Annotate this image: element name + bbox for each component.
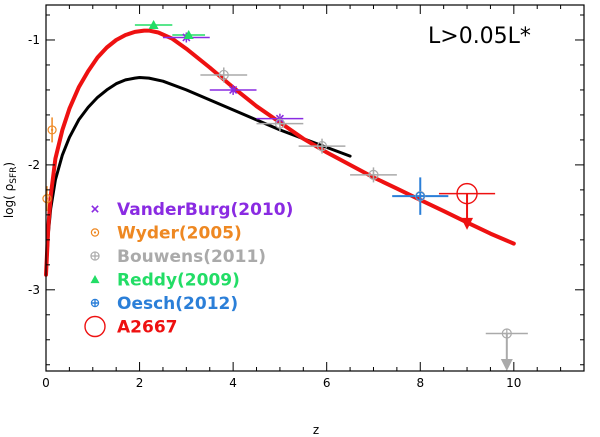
y-tick-label: -2: [28, 158, 40, 172]
legend-oesch-2012-marker-plus: [91, 299, 99, 307]
reddy-2009-marker: [183, 29, 194, 39]
x-tick-label: 2: [136, 376, 144, 390]
y-axis-label-main: log( ρ: [2, 184, 16, 218]
legend-a2667-marker: [84, 315, 106, 338]
legend-reddy-2009-marker: [90, 275, 100, 284]
legend-oesch-2012-label: Oesch(2012): [117, 294, 238, 314]
bouwens-2011-marker: [274, 118, 286, 129]
bouwens-2011-marker: [368, 169, 379, 180]
axis-ticks: [45, 5, 584, 371]
bouwens-2011-marker-plus: [275, 119, 285, 129]
bouwens-2011-marker: [316, 141, 328, 152]
y-tick-label: -1: [28, 33, 40, 47]
tick-labels: 0 2 4 6 8 10 -1 -2 -3: [28, 33, 521, 390]
wyder-2005-marker-dot: [50, 128, 54, 132]
oesch-2012-marker: [415, 191, 425, 201]
legend-vanderburg-2010-label: VanderBurg(2010): [117, 200, 293, 220]
x-axis-label: z: [313, 423, 319, 437]
y-axis-label-subscript: SFR: [9, 167, 19, 184]
bouwens-2011-marker-plus: [368, 170, 378, 180]
luminosity-cut-annotation: L>0.05L*: [428, 24, 531, 49]
x-tick-label: 0: [42, 376, 50, 390]
bouwens-2011-limit-arrowhead: [500, 359, 513, 371]
bouwens-2011-marker: [218, 69, 229, 81]
legend-oesch-2012-marker: [90, 298, 100, 308]
legend-a2667-label: A2667: [117, 318, 177, 338]
red-model-curve: [44, 28, 516, 277]
legend-vanderburg-2010-marker: [91, 205, 99, 213]
bouwens-2011-marker-plus: [317, 141, 327, 151]
x-tick-label: 8: [416, 376, 424, 390]
x-tick-label: 6: [323, 376, 331, 390]
legend-wyder-2005-marker-ring: [90, 228, 100, 237]
y-tick-label: -3: [28, 283, 40, 297]
plot-frame: [45, 4, 585, 372]
legend-bouwens-2011-label: Bouwens(2011): [117, 247, 266, 267]
wyder-2005-marker: [47, 125, 57, 135]
wyder-2005-marker-ring: [42, 194, 52, 204]
black-model-curve: [44, 76, 352, 277]
upper-limit-arrows: [461, 193, 513, 371]
bouwens-2011-marker-plus: [219, 70, 229, 80]
model-curves: [44, 28, 516, 277]
x-tick-label: 4: [229, 376, 237, 390]
reddy-2009-marker: [148, 19, 159, 29]
data-markers: [42, 19, 512, 339]
oesch-2012-marker-plus: [416, 192, 425, 201]
legend-bouwens-2011-marker-plus: [90, 251, 100, 261]
legend-wyder-2005-label: Wyder(2005): [117, 224, 242, 244]
y-axis-label: log( ρSFR): [2, 162, 19, 218]
legend-wyder-2005-marker-dot: [93, 231, 97, 234]
wyder-2005-marker-ring: [47, 125, 57, 135]
legend-reddy-2009-label: Reddy(2009): [117, 271, 240, 291]
x-tick-label: 10: [506, 376, 521, 390]
a2667-limit-arrowhead: [461, 217, 474, 230]
vanderburg-2010-marker: [229, 85, 238, 95]
legend-bouwens-2011-marker: [90, 251, 100, 261]
legend-wyder-2005-marker: [90, 228, 100, 237]
legend: VanderBurg(2010) Wyder(2005) Bouwens(2011)…: [84, 200, 293, 338]
y-axis-label-close: ): [2, 162, 16, 167]
